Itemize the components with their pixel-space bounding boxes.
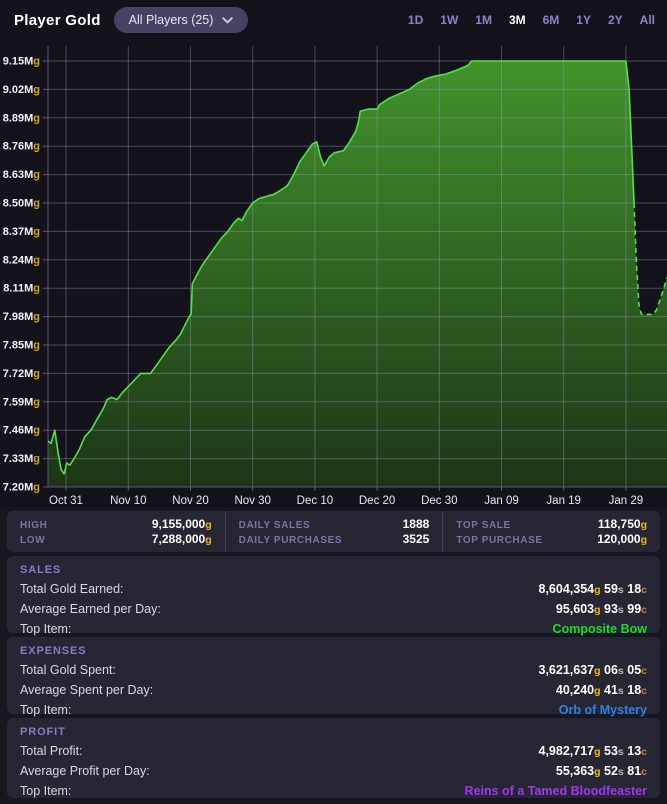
- row-label: Total Gold Spent:: [20, 663, 116, 677]
- expenses-section: EXPENSES Total Gold Spent: 3,621,637g 06…: [7, 637, 660, 717]
- stat-label: TOP SALE: [456, 519, 511, 531]
- svg-text:7.20Mg: 7.20Mg: [3, 482, 40, 494]
- profit-section: PROFIT Total Profit: 4,982,717g 53s 13c …: [7, 718, 660, 798]
- row-label: Top Item:: [20, 703, 72, 717]
- total-spent-row: Total Gold Spent: 3,621,637g 06s 05c: [20, 663, 647, 677]
- stat-label: LOW: [20, 535, 46, 547]
- range-button-1d[interactable]: 1D: [407, 13, 424, 27]
- svg-text:7.72Mg: 7.72Mg: [3, 368, 40, 380]
- stat-low: LOW 7,288,000g: [20, 532, 212, 546]
- svg-text:Dec 30: Dec 30: [421, 495, 457, 507]
- stat-value: 118,750g: [597, 516, 647, 531]
- stat-label: TOP PURCHASE: [456, 535, 543, 547]
- svg-text:Dec 10: Dec 10: [297, 495, 333, 507]
- stat-value: 120,000g: [597, 532, 647, 547]
- svg-text:8.76Mg: 8.76Mg: [3, 141, 40, 153]
- avg-earned-row: Average Earned per Day: 95,603g 93s 99c: [20, 602, 647, 616]
- svg-text:8.63Mg: 8.63Mg: [3, 169, 40, 181]
- svg-text:Nov 30: Nov 30: [234, 495, 270, 507]
- money-value: 55,363g 52s 81c: [555, 764, 647, 778]
- range-button-all[interactable]: All: [639, 13, 655, 27]
- svg-text:Dec 20: Dec 20: [359, 495, 395, 507]
- player-filter-label: All Players (25): [128, 13, 214, 27]
- stat-daily-sales: DAILY SALES 1888: [239, 517, 430, 531]
- sales-section: SALES Total Gold Earned: 8,604,354g 59s …: [7, 556, 660, 636]
- stat-value: 9,155,000g: [151, 516, 212, 531]
- time-range-group: 1D 1W 1M 3M 6M 1Y 2Y All: [407, 12, 656, 28]
- svg-text:7.98Mg: 7.98Mg: [3, 311, 40, 323]
- row-label: Average Earned per Day:: [20, 602, 161, 616]
- svg-text:7.33Mg: 7.33Mg: [3, 453, 40, 465]
- avg-profit-row: Average Profit per Day: 55,363g 52s 81c: [20, 764, 647, 778]
- svg-text:Jan 09: Jan 09: [484, 495, 519, 507]
- chevron-down-icon: [222, 16, 234, 23]
- range-button-2y[interactable]: 2Y: [607, 13, 623, 27]
- svg-text:Nov 10: Nov 10: [110, 495, 146, 507]
- avg-spent-row: Average Spent per Day: 40,240g 41s 18c: [20, 683, 647, 697]
- section-title: SALES: [20, 564, 62, 576]
- top-item-link[interactable]: Orb of Mystery: [558, 703, 647, 717]
- svg-text:Jan 19: Jan 19: [546, 495, 581, 507]
- row-label: Top Item:: [20, 622, 72, 636]
- range-button-1m[interactable]: 1M: [475, 13, 492, 27]
- top-item-row: Top Item: Composite Bow: [20, 622, 647, 636]
- stat-label: HIGH: [20, 519, 48, 531]
- top-item-link[interactable]: Reins of a Tamed Bloodfeaster: [464, 784, 647, 798]
- gold-area-chart[interactable]: 9.15Mg 9.02Mg 8.89Mg 8.76Mg 8.63Mg 8.50Mg 8.37…: [0, 40, 667, 507]
- stat-label: DAILY PURCHASES: [238, 535, 343, 547]
- chart-panel: Player Gold All Players (25) 1D 1W 1M 3M…: [0, 0, 667, 507]
- money-value: 40,240g 41s 18c: [555, 683, 647, 697]
- svg-text:8.89Mg: 8.89Mg: [3, 112, 40, 124]
- stat-high: HIGH 9,155,000g: [20, 517, 212, 531]
- svg-text:Nov 20: Nov 20: [172, 495, 208, 507]
- money-value: 8,604,354g 59s 18c: [538, 582, 648, 596]
- range-button-6m[interactable]: 6M: [542, 13, 560, 27]
- svg-text:8.37Mg: 8.37Mg: [3, 226, 40, 238]
- svg-text:8.11Mg: 8.11Mg: [3, 283, 40, 295]
- top-item-link[interactable]: Composite Bow: [552, 622, 647, 636]
- stat-value: 7,288,000g: [151, 532, 212, 547]
- stat-value: 3525: [402, 532, 430, 547]
- stat-top-purchase: TOP PURCHASE 120,000g: [456, 532, 647, 546]
- svg-text:7.59Mg: 7.59Mg: [3, 396, 40, 408]
- section-title: PROFIT: [20, 726, 66, 738]
- summary-stats-panel: HIGH 9,155,000g LOW 7,288,000g DAILY SAL…: [7, 511, 660, 552]
- row-label: Average Profit per Day:: [20, 764, 150, 778]
- page-title: Player Gold: [14, 11, 101, 29]
- row-label: Average Spent per Day:: [20, 683, 154, 697]
- stat-label: DAILY SALES: [238, 519, 311, 531]
- summary-col-daily: DAILY SALES 1888 DAILY PURCHASES 3525: [224, 511, 443, 552]
- range-button-1y[interactable]: 1Y: [576, 13, 591, 27]
- row-label: Total Gold Earned:: [20, 582, 124, 596]
- stat-top-sale: TOP SALE 118,750g: [456, 517, 647, 531]
- top-bar: Player Gold All Players (25) 1D 1W 1M 3M…: [0, 0, 667, 40]
- player-filter-dropdown[interactable]: All Players (25): [113, 7, 249, 33]
- row-label: Total Profit:: [20, 744, 83, 758]
- range-button-3m[interactable]: 3M: [508, 13, 526, 27]
- summary-col-high-low: HIGH 9,155,000g LOW 7,288,000g: [7, 511, 225, 552]
- svg-text:Jan 29: Jan 29: [609, 495, 644, 507]
- total-profit-row: Total Profit: 4,982,717g 53s 13c: [20, 744, 647, 758]
- svg-text:9.02Mg: 9.02Mg: [3, 84, 40, 96]
- top-item-row: Top Item: Reins of a Tamed Bloodfeaster: [20, 784, 647, 798]
- top-item-row: Top Item: Orb of Mystery: [20, 703, 647, 717]
- total-earned-row: Total Gold Earned: 8,604,354g 59s 18c: [20, 582, 647, 596]
- stat-value: 1888: [402, 516, 430, 531]
- stat-daily-purchases: DAILY PURCHASES 3525: [239, 532, 430, 546]
- svg-text:8.24Mg: 8.24Mg: [3, 254, 40, 266]
- svg-text:8.50Mg: 8.50Mg: [3, 198, 40, 210]
- money-value: 95,603g 93s 99c: [555, 602, 647, 616]
- svg-text:7.85Mg: 7.85Mg: [3, 340, 40, 352]
- range-button-1w[interactable]: 1W: [440, 13, 459, 27]
- money-value: 3,621,637g 06s 05c: [538, 663, 648, 677]
- svg-text:9.15Mg: 9.15Mg: [3, 56, 40, 68]
- summary-col-top: TOP SALE 118,750g TOP PURCHASE 120,000g: [442, 511, 660, 552]
- row-label: Top Item:: [20, 784, 72, 798]
- svg-text:7.46Mg: 7.46Mg: [3, 425, 40, 437]
- money-value: 4,982,717g 53s 13c: [538, 744, 648, 758]
- section-title: EXPENSES: [20, 645, 87, 657]
- svg-text:Oct 31: Oct 31: [49, 495, 83, 507]
